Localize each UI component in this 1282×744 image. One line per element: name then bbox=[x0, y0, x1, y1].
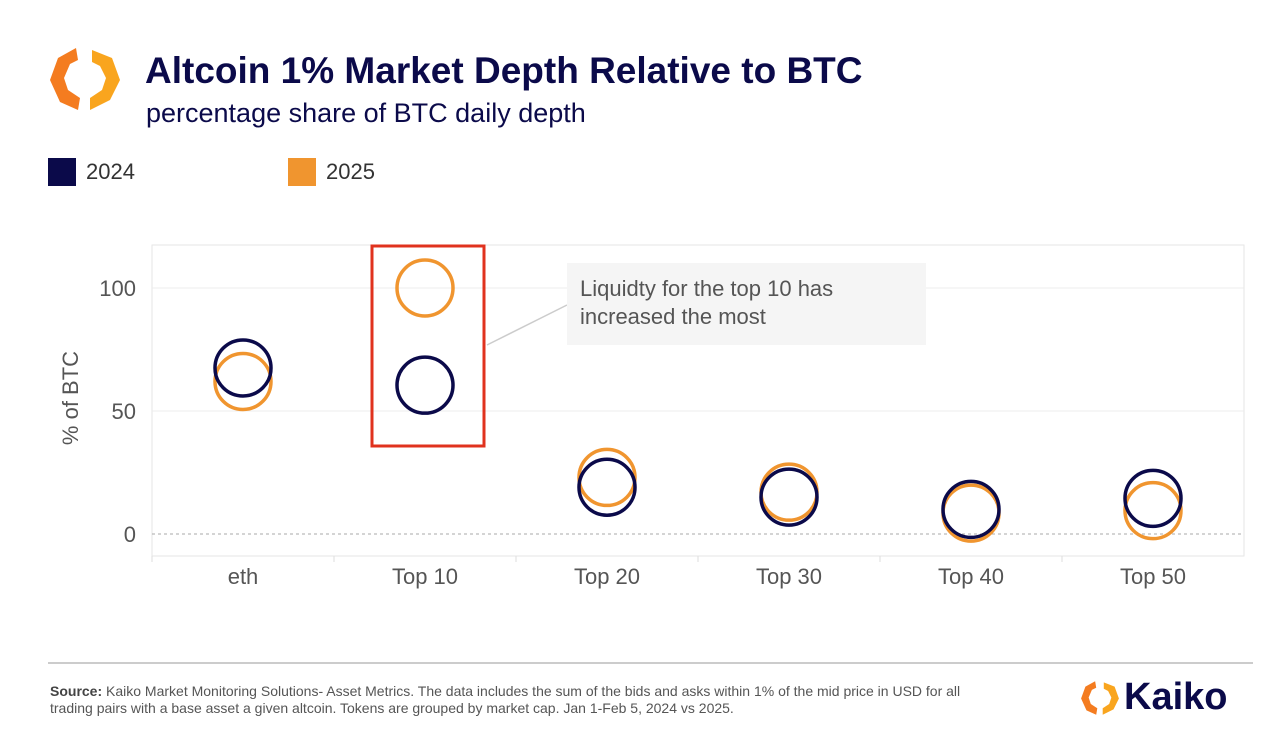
x-tick-label: Top 50 bbox=[1120, 564, 1186, 589]
y-tick-label: 100 bbox=[99, 276, 136, 301]
point-2024 bbox=[941, 479, 1001, 540]
x-tick-label: Top 30 bbox=[756, 564, 822, 589]
annotation-text: increased the most bbox=[580, 304, 766, 329]
point-2025 bbox=[395, 258, 455, 318]
chart-title: Altcoin 1% Market Depth Relative to BTC bbox=[145, 50, 863, 91]
annotation-leader-line bbox=[486, 304, 568, 346]
chart-plot: 0 50 100 eth Top 10 Top 20 Top 30 Top 40 Top 50%… bbox=[58, 244, 1245, 589]
point-2024 bbox=[1123, 468, 1183, 529]
x-tick-label: Top 10 bbox=[392, 564, 458, 589]
point-2024 bbox=[395, 355, 455, 415]
footer-divider bbox=[48, 662, 1253, 664]
legend-label: 2025 bbox=[326, 159, 375, 184]
legend-label: 2024 bbox=[86, 159, 135, 184]
kaiko-logo-icon bbox=[50, 48, 120, 110]
source-label: Source: bbox=[50, 683, 103, 699]
point-2025 bbox=[213, 351, 273, 412]
point-2024 bbox=[759, 467, 819, 527]
annotation-text: Liquidty for the top 10 has bbox=[580, 276, 833, 301]
point-2025 bbox=[941, 483, 1001, 543]
legend-swatch bbox=[48, 158, 76, 186]
chart-subtitle: percentage share of BTC daily depth bbox=[146, 98, 586, 128]
kaiko-footer-logo-icon bbox=[1081, 681, 1119, 715]
legend-item-2025: 2025 bbox=[288, 158, 375, 186]
source-text: Kaiko Market Monitoring Solutions- Asset… bbox=[50, 683, 961, 716]
kaiko-wordmark: Kaiko bbox=[1124, 676, 1228, 718]
point-2024 bbox=[213, 338, 273, 398]
legend-swatch bbox=[288, 158, 316, 186]
y-tick-label: 0 bbox=[124, 522, 136, 547]
x-tick-label: Top 40 bbox=[938, 564, 1004, 589]
point-2025 bbox=[759, 462, 819, 522]
legend-item-2024: 2024 bbox=[48, 158, 135, 186]
point-2025 bbox=[1123, 480, 1183, 541]
x-tick-label: Top 20 bbox=[574, 564, 640, 589]
y-tick-label: 50 bbox=[112, 399, 136, 424]
source-note: Source: Kaiko Market Monitoring Solution… bbox=[50, 683, 1000, 717]
point-2024 bbox=[577, 457, 637, 518]
x-tick-label: eth bbox=[228, 564, 259, 589]
highlight-box bbox=[370, 244, 486, 448]
annotation-box bbox=[567, 263, 926, 345]
y-axis-label: % of BTC bbox=[58, 351, 83, 445]
